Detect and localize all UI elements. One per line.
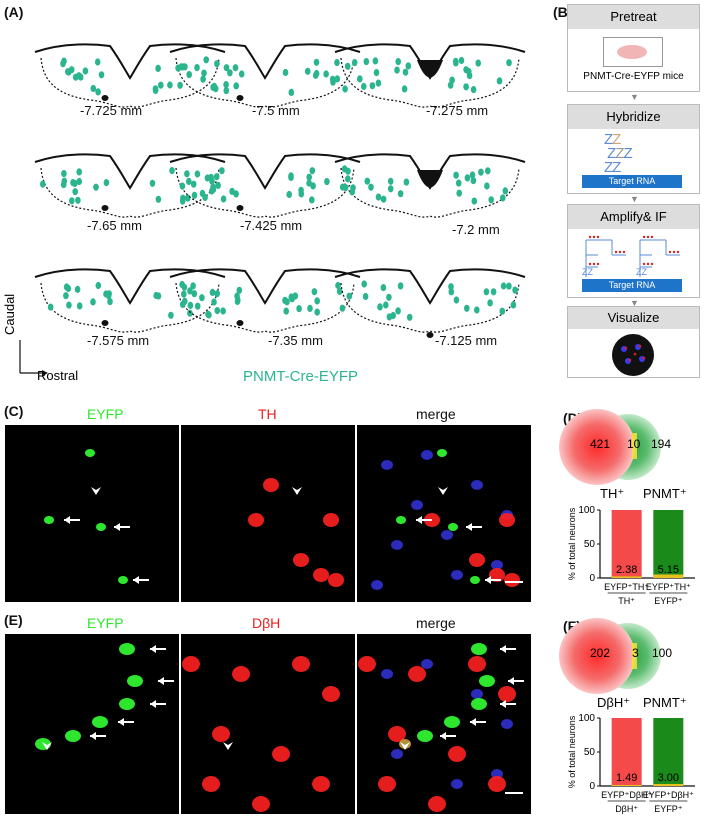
category-label-bottom: TH⁺ <box>618 596 635 606</box>
category-label-bottom: EYFP⁺ <box>654 804 683 814</box>
bar-overlap <box>611 576 642 578</box>
arrow-down-icon: ▼ <box>630 194 639 204</box>
venn-f-overlap: 3 <box>632 646 639 660</box>
bar-value-label: 5.15 <box>658 564 679 576</box>
channel-label-dbh: DβH <box>252 615 281 631</box>
y-tick-label: 100 <box>578 713 595 724</box>
probe-z-icon: ZZ ZZZ ZZ <box>604 131 633 176</box>
svg-text:ZZ: ZZ <box>582 267 593 277</box>
level-label: -7.425 mm <box>240 218 303 233</box>
target-rna-bar: Target RNA <box>582 175 682 188</box>
step-title: Visualize <box>568 307 699 329</box>
bar-total <box>653 510 684 578</box>
microscopy-dish-icon <box>612 334 654 376</box>
bar-overlap <box>653 574 684 578</box>
step-title: Amplify& IF <box>568 205 699 229</box>
y-tick-label: 0 <box>589 781 595 792</box>
bar-value-label: 1.49 <box>616 772 637 784</box>
level-label: -7.725 mm <box>80 103 143 118</box>
workflow-step-amplify: Amplify& IF ZZ ZZ Target RNA <box>567 204 700 298</box>
amplifier-diagram: ZZ ZZ <box>582 235 680 277</box>
panel-label-e: (E) <box>4 612 23 628</box>
level-label: -7.2 mm <box>452 222 500 237</box>
channel-label-merge: merge <box>416 615 456 631</box>
bar-total <box>653 718 684 786</box>
channel-label-eyfp: EYFP <box>87 615 124 631</box>
workflow-panel: Pretreat PNMT-Cre-EYFP mice ▼ Hybridize … <box>567 4 700 378</box>
step-title: Hybridize <box>568 105 699 129</box>
category-label-top: EYFP⁺DβH⁺ <box>643 790 694 800</box>
arrow-down-icon: ▼ <box>630 298 639 308</box>
category-label-bottom: EYFP⁺ <box>654 596 683 606</box>
venn-f-right-count: 100 <box>652 646 673 660</box>
legend-pnmt-cre-eyfp: PNMT-Cre-EYFP <box>243 368 359 385</box>
channel-label-merge: merge <box>416 406 456 422</box>
svg-text:ZZ: ZZ <box>636 267 647 277</box>
level-label: -7.275 mm <box>426 103 489 118</box>
workflow-step-visualize: Visualize <box>567 306 700 378</box>
y-axis-label: % of total neurons <box>567 715 577 788</box>
panel-label-a: (A) <box>4 4 24 20</box>
venn-f-left-count: 202 <box>590 646 611 660</box>
category-label-top: EYFP⁺TH⁺ <box>604 582 649 592</box>
venn-d-left-label: TH⁺ <box>600 486 625 501</box>
venn-f-right-label: PNMT⁺ <box>643 695 687 710</box>
target-rna-bar: Target RNA <box>582 279 682 292</box>
bar-value-label: 2.38 <box>616 564 637 576</box>
y-tick-label: 50 <box>584 747 596 758</box>
bar-value-label: 3.00 <box>658 772 679 784</box>
workflow-step-pretreat: Pretreat PNMT-Cre-EYFP mice <box>567 4 700 92</box>
brain-slice-image <box>603 37 663 67</box>
venn-f-left-label: DβH⁺ <box>597 695 631 710</box>
venn-d-right-count: 194 <box>651 437 672 451</box>
arrow-down-icon: ▼ <box>630 92 639 102</box>
level-label: -7.125 mm <box>435 333 498 348</box>
bar-total <box>611 718 642 786</box>
venn-d-overlap: 10 <box>627 437 641 451</box>
level-label: -7.65 mm <box>87 218 142 233</box>
bar-total <box>611 510 642 578</box>
workflow-step-hybridize: Hybridize ZZ ZZZ ZZ Target RNA <box>567 104 700 194</box>
y-tick-label: 100 <box>578 505 595 516</box>
y-tick-label: 50 <box>584 539 596 550</box>
step-title: Pretreat <box>568 5 699 29</box>
y-axis-label: % of total neurons <box>567 507 577 580</box>
venn-d-right-label: PNMT⁺ <box>643 486 687 501</box>
panel-label-c: (C) <box>4 403 24 419</box>
category-label-bottom: DβH⁺ <box>615 804 638 814</box>
step-caption: PNMT-Cre-EYFP mice <box>583 71 684 82</box>
bar-overlap <box>653 783 684 786</box>
level-label: -7.575 mm <box>87 333 150 348</box>
channel-label-th: TH <box>258 406 277 422</box>
bar-overlap <box>611 784 642 786</box>
y-tick-label: 0 <box>589 573 595 584</box>
level-label: -7.35 mm <box>268 333 323 348</box>
category-label-top: EYFP⁺DβH⁺ <box>601 790 652 800</box>
channel-label-eyfp: EYFP <box>87 406 124 422</box>
category-label-top: EYFP⁺TH⁺ <box>646 582 691 592</box>
venn-d-left-count: 421 <box>590 437 611 451</box>
level-label: -7.5 mm <box>252 103 300 118</box>
